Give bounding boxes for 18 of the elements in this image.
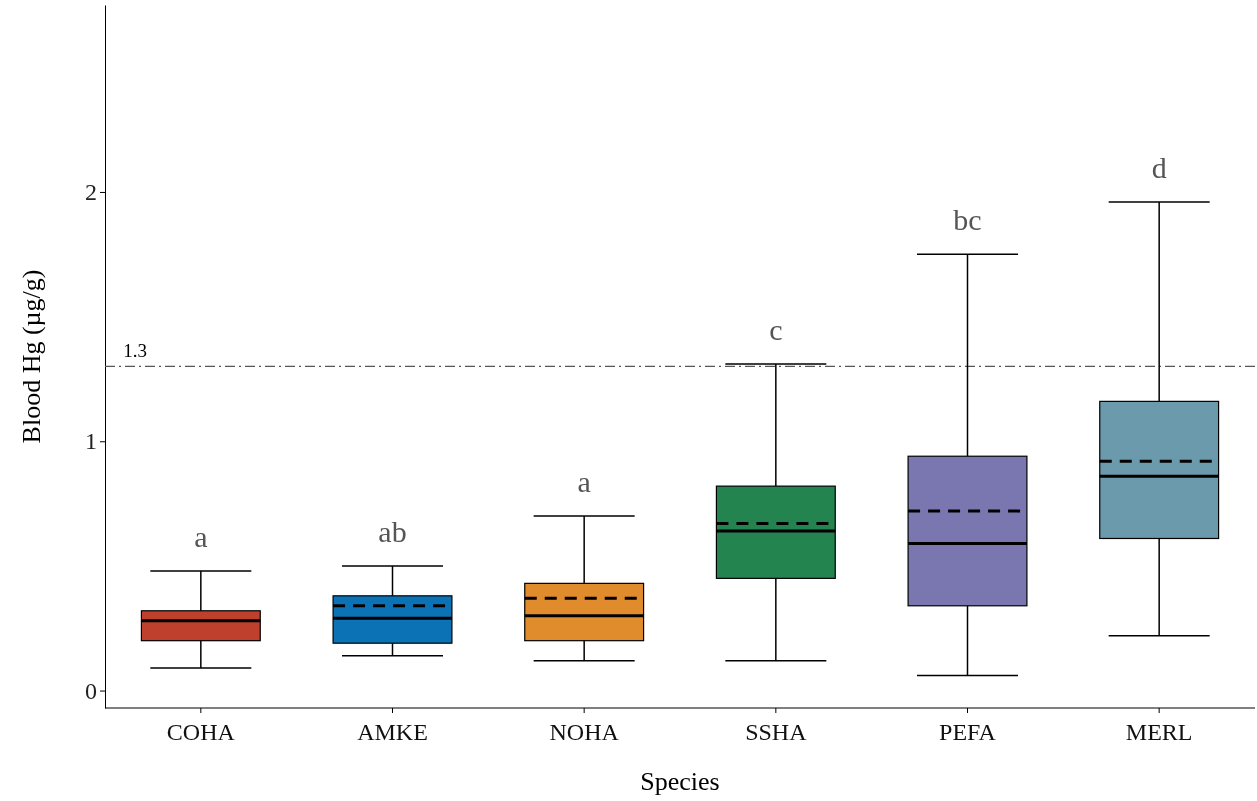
x-tick-label: AMKE xyxy=(357,719,428,745)
x-tick-label: PEFA xyxy=(939,719,997,745)
x-tick-label: NOHA xyxy=(549,719,620,745)
y-tick-label: 2 xyxy=(85,179,97,206)
y-tick-label: 1 xyxy=(85,428,97,455)
annotation: a xyxy=(577,465,591,499)
x-tick-label: SSHA xyxy=(745,719,808,745)
annotation: ab xyxy=(378,514,407,548)
y-axis-title: Blood Hg (µg/g) xyxy=(17,269,46,444)
annotation: bc xyxy=(953,203,982,237)
ref-line-label: 1.3 xyxy=(123,340,147,362)
x-tick-label: COHA xyxy=(166,719,236,745)
annotation: c xyxy=(769,312,783,346)
annotation: d xyxy=(1151,150,1167,184)
annotation: a xyxy=(194,519,208,553)
y-tick-label: 0 xyxy=(85,677,97,704)
x-axis-title: Species xyxy=(640,767,720,796)
x-tick-label: MERL xyxy=(1125,719,1193,745)
